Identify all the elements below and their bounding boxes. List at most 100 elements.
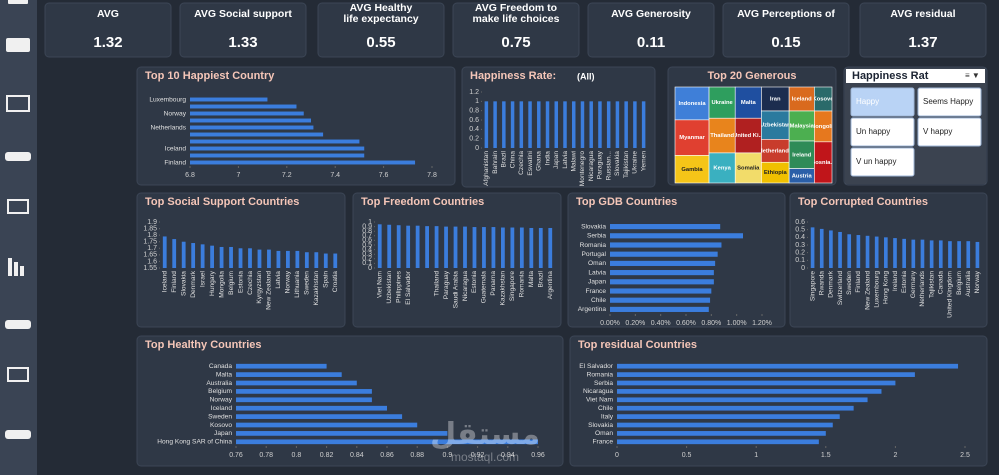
cell-label: Indonesia — [678, 101, 706, 107]
bar — [617, 397, 868, 403]
category-label: Finland — [171, 271, 178, 293]
icon-train[interactable] — [6, 38, 30, 52]
panel — [461, 66, 656, 188]
icon-chart[interactable] — [20, 266, 24, 276]
kpi-label: AVG — [97, 8, 119, 20]
y-tick-label: 0.6 — [469, 117, 479, 124]
bar — [463, 226, 467, 268]
bar — [190, 160, 416, 165]
icon[interactable] — [8, 0, 28, 4]
cell-label: Ukraine — [711, 100, 733, 106]
bar — [610, 270, 714, 276]
bar — [236, 397, 372, 403]
y-tick-label: 1.6 — [147, 258, 157, 265]
category-label: Malta — [216, 371, 232, 378]
category-label: Sweden — [846, 271, 853, 295]
category-label: Japan — [214, 430, 232, 437]
category-label: Finland — [855, 271, 862, 293]
sidebar — [0, 0, 37, 475]
kpi-value: 0.15 — [771, 34, 800, 51]
category-label: Iceland — [211, 405, 233, 412]
category-label: Chile — [591, 297, 606, 304]
bar — [948, 241, 952, 268]
cell-label: Myanmar — [679, 135, 705, 141]
bar — [210, 245, 214, 268]
treemap-cell — [761, 110, 790, 140]
category-label: Serbia — [594, 380, 613, 387]
icon-car[interactable] — [5, 430, 31, 439]
icon-laptop[interactable] — [7, 199, 29, 214]
icon-chart[interactable] — [14, 262, 18, 276]
slicer-button[interactable] — [917, 117, 982, 147]
x-tick-label: 0.86 — [380, 452, 394, 459]
bar — [425, 226, 429, 268]
slicer-button[interactable] — [850, 147, 915, 177]
bar — [624, 101, 628, 148]
slicer-icons[interactable]: ≡ ▼ — [965, 71, 980, 80]
bar — [295, 250, 300, 268]
category-label: Luxembourg — [873, 271, 880, 308]
watermark: مستقل — [430, 418, 540, 451]
category-label: Nicaragua — [583, 388, 613, 395]
cell-label: Iran — [770, 97, 781, 103]
bar — [617, 389, 882, 394]
category-label: Viet Nam — [586, 397, 614, 404]
icon-car[interactable] — [5, 152, 31, 161]
icon-mail[interactable] — [6, 95, 30, 112]
bar — [847, 234, 852, 268]
x-tick-label: 0.84 — [350, 452, 364, 459]
bar — [610, 233, 743, 239]
category-label: Denmark — [828, 270, 835, 297]
treemap-cell — [761, 86, 790, 112]
bar — [406, 225, 411, 268]
category-label: Finland — [164, 159, 186, 166]
y-tick-label: 1.55 — [143, 265, 157, 272]
bar — [884, 237, 888, 268]
y-tick-label: 0.7 — [362, 233, 372, 240]
treemap-cell — [674, 86, 710, 121]
slicer-button[interactable] — [917, 87, 982, 117]
category-label: Iceland — [161, 271, 168, 293]
bar — [502, 101, 506, 148]
category-label: Mongolia — [218, 271, 225, 298]
treemap-cell — [788, 110, 815, 142]
icon-car[interactable] — [5, 320, 31, 329]
bar — [482, 227, 486, 268]
bar — [191, 243, 196, 268]
y-tick-label: 0.2 — [362, 256, 372, 263]
x-tick-label: 0.9 — [443, 452, 453, 459]
y-tick-label: 0.2 — [795, 250, 805, 257]
kpi-label: AVG Healthy life expectancy — [343, 2, 418, 25]
bar — [248, 248, 252, 268]
kpi-value: 0.75 — [501, 34, 530, 51]
category-label: Viet Nam — [376, 270, 383, 298]
y-tick-label: 0 — [368, 265, 372, 272]
bar — [236, 431, 448, 436]
treemap-cell — [674, 155, 710, 184]
y-tick-label: 0 — [475, 145, 479, 152]
filter-label: (All) — [577, 71, 595, 81]
bar — [589, 101, 593, 148]
bar — [236, 380, 357, 386]
bar — [396, 225, 401, 268]
icon-laptop[interactable] — [7, 367, 29, 382]
bar — [911, 239, 916, 268]
category-label: Norway — [974, 270, 981, 293]
icon-chart[interactable] — [8, 258, 12, 276]
slicer-button[interactable] — [850, 117, 915, 147]
category-label: Latvia — [275, 271, 282, 289]
slicer-button[interactable] — [850, 87, 915, 117]
x-tick-label: 1.5 — [821, 452, 831, 459]
category-label: Philippines — [395, 270, 402, 303]
bar — [966, 241, 971, 268]
slicer-label: V un happy — [856, 157, 896, 166]
category-label: Belgium — [208, 388, 232, 395]
kpi-value: 1.37 — [908, 34, 937, 51]
category-label: Ukraine — [632, 151, 639, 174]
bar — [229, 246, 233, 268]
panel — [317, 2, 445, 58]
treemap-cell — [788, 86, 815, 112]
cell-label: Kosovo — [813, 97, 835, 103]
category-label: Eswatini — [527, 150, 534, 175]
